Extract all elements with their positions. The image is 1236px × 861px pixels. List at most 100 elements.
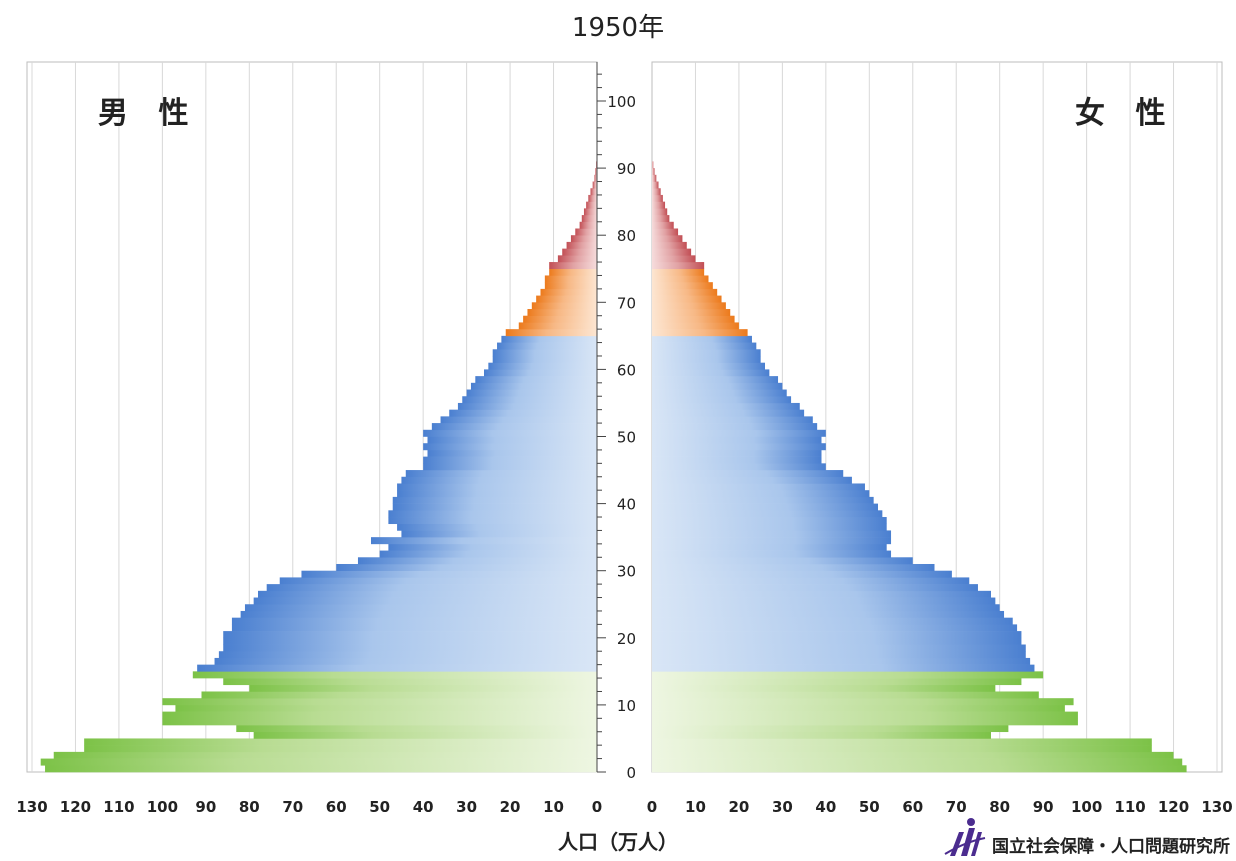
male-bar-age-53: [449, 409, 597, 417]
male-bar-age-8: [162, 711, 597, 719]
male-bar-age-21: [231, 624, 597, 632]
male-x-tick-label: 70: [282, 798, 303, 816]
female-bar-age-11: [652, 691, 1039, 699]
male-bar-age-30: [336, 563, 597, 571]
female-bar-age-69: [652, 302, 726, 310]
female-bar-age-51: [652, 423, 818, 431]
male-bars: [40, 161, 598, 773]
male-bar-age-29: [301, 570, 597, 578]
female-bar-age-68: [652, 309, 731, 317]
male-bar-age-60: [488, 362, 597, 370]
male-bar-age-24: [244, 604, 597, 612]
female-bar-age-70: [652, 295, 722, 303]
female-x-tick-label: 80: [989, 798, 1010, 816]
male-bar-age-34: [371, 537, 597, 545]
male-x-tick-label: 120: [60, 798, 91, 816]
male-bar-age-45: [423, 463, 597, 471]
female-bar-age-47: [652, 449, 822, 457]
female-x-tick-label: 120: [1158, 798, 1189, 816]
male-bar-age-57: [470, 382, 597, 390]
female-bar-age-41: [652, 490, 870, 498]
age-tick-label: 60: [617, 361, 636, 379]
female-bar-age-71: [652, 288, 718, 296]
female-bar-age-24: [652, 604, 1000, 612]
female-bar-age-12: [652, 684, 996, 692]
female-bar-age-45: [652, 463, 826, 471]
female-bar-age-62: [652, 349, 761, 357]
chart-title: 1950年: [572, 13, 664, 43]
institution-credit: 国立社会保障・人口問題研究所: [992, 836, 1230, 857]
male-bar-age-87: [592, 181, 597, 189]
male-bar-age-1: [40, 758, 597, 766]
female-bar-age-0: [652, 765, 1187, 773]
female-x-tick-label: 70: [946, 798, 967, 816]
male-x-tick-label: 90: [195, 798, 216, 816]
female-bar-age-20: [652, 631, 1022, 639]
male-x-tick-label: 130: [16, 798, 47, 816]
age-tick-label: 90: [617, 160, 636, 178]
male-bar-age-83: [583, 208, 597, 216]
female-bar-age-85: [652, 194, 663, 202]
female-bar-age-4: [652, 738, 1152, 746]
female-bar-age-16: [652, 657, 1031, 665]
female-bar-age-37: [652, 517, 887, 525]
female-bar-age-80: [652, 228, 679, 236]
female-bar-age-50: [652, 429, 826, 437]
male-bar-age-13: [223, 678, 597, 686]
female-bar-age-46: [652, 456, 822, 464]
male-bar-age-36: [397, 523, 597, 531]
male-bar-age-7: [162, 718, 597, 726]
female-bar-age-67: [652, 315, 735, 323]
female-bar-age-30: [652, 563, 935, 571]
female-bar-age-43: [652, 476, 852, 484]
female-bar-age-75: [652, 262, 705, 270]
female-bar-age-2: [652, 751, 1174, 759]
female-bar-age-10: [652, 698, 1074, 706]
male-bar-age-62: [492, 349, 597, 357]
male-bar-age-12: [249, 684, 598, 692]
male-bar-age-46: [423, 456, 597, 464]
male-bar-age-64: [501, 335, 597, 343]
male-bar-age-33: [388, 543, 597, 551]
female-bar-age-72: [652, 282, 713, 290]
male-bar-age-54: [457, 402, 597, 410]
male-bar-age-61: [492, 355, 597, 363]
male-bar-age-23: [240, 610, 597, 618]
female-bar-age-1: [652, 758, 1183, 766]
male-bar-age-89: [595, 168, 597, 176]
male-bar-age-14: [192, 671, 598, 679]
male-bar-age-44: [405, 470, 597, 478]
female-bar-age-88: [652, 174, 657, 182]
male-bar-age-42: [397, 483, 597, 491]
male-bar-age-67: [523, 315, 597, 323]
ipss-logo: [944, 818, 986, 856]
male-bar-age-75: [549, 262, 597, 270]
male-bar-age-80: [575, 228, 597, 236]
male-bar-age-70: [536, 295, 597, 303]
female-bar-age-5: [652, 731, 991, 739]
female-bar-age-74: [652, 268, 705, 276]
female-bar-age-22: [652, 617, 1013, 625]
female-x-tick-label: 110: [1114, 798, 1145, 816]
male-bar-age-82: [581, 215, 597, 223]
female-bar-age-35: [652, 530, 892, 538]
female-bar-age-33: [652, 543, 887, 551]
female-bar-age-39: [652, 503, 878, 511]
male-bar-age-49: [427, 436, 597, 444]
male-bar-age-20: [223, 631, 597, 639]
male-bar-age-50: [423, 429, 597, 437]
female-bar-age-82: [652, 215, 670, 223]
female-x-tick-label: 40: [815, 798, 836, 816]
female-bar-age-53: [652, 409, 805, 417]
male-bar-age-28: [279, 577, 597, 585]
male-bar-age-37: [388, 517, 597, 525]
female-bar-age-89: [652, 168, 655, 176]
male-x-tick-label: 0: [592, 798, 602, 816]
male-bar-age-58: [475, 376, 597, 384]
female-bar-age-52: [652, 416, 813, 424]
male-bar-age-52: [440, 416, 597, 424]
female-bar-age-29: [652, 570, 952, 578]
male-x-tick-label: 100: [147, 798, 178, 816]
female-x-tick-label: 90: [1033, 798, 1054, 816]
